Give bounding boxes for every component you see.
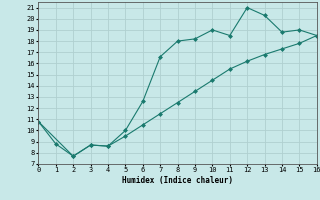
X-axis label: Humidex (Indice chaleur): Humidex (Indice chaleur) (122, 176, 233, 185)
